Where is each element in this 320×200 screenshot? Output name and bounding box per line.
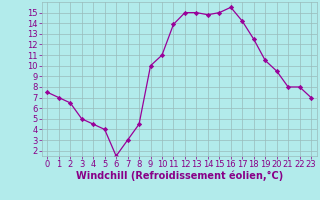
X-axis label: Windchill (Refroidissement éolien,°C): Windchill (Refroidissement éolien,°C) bbox=[76, 171, 283, 181]
